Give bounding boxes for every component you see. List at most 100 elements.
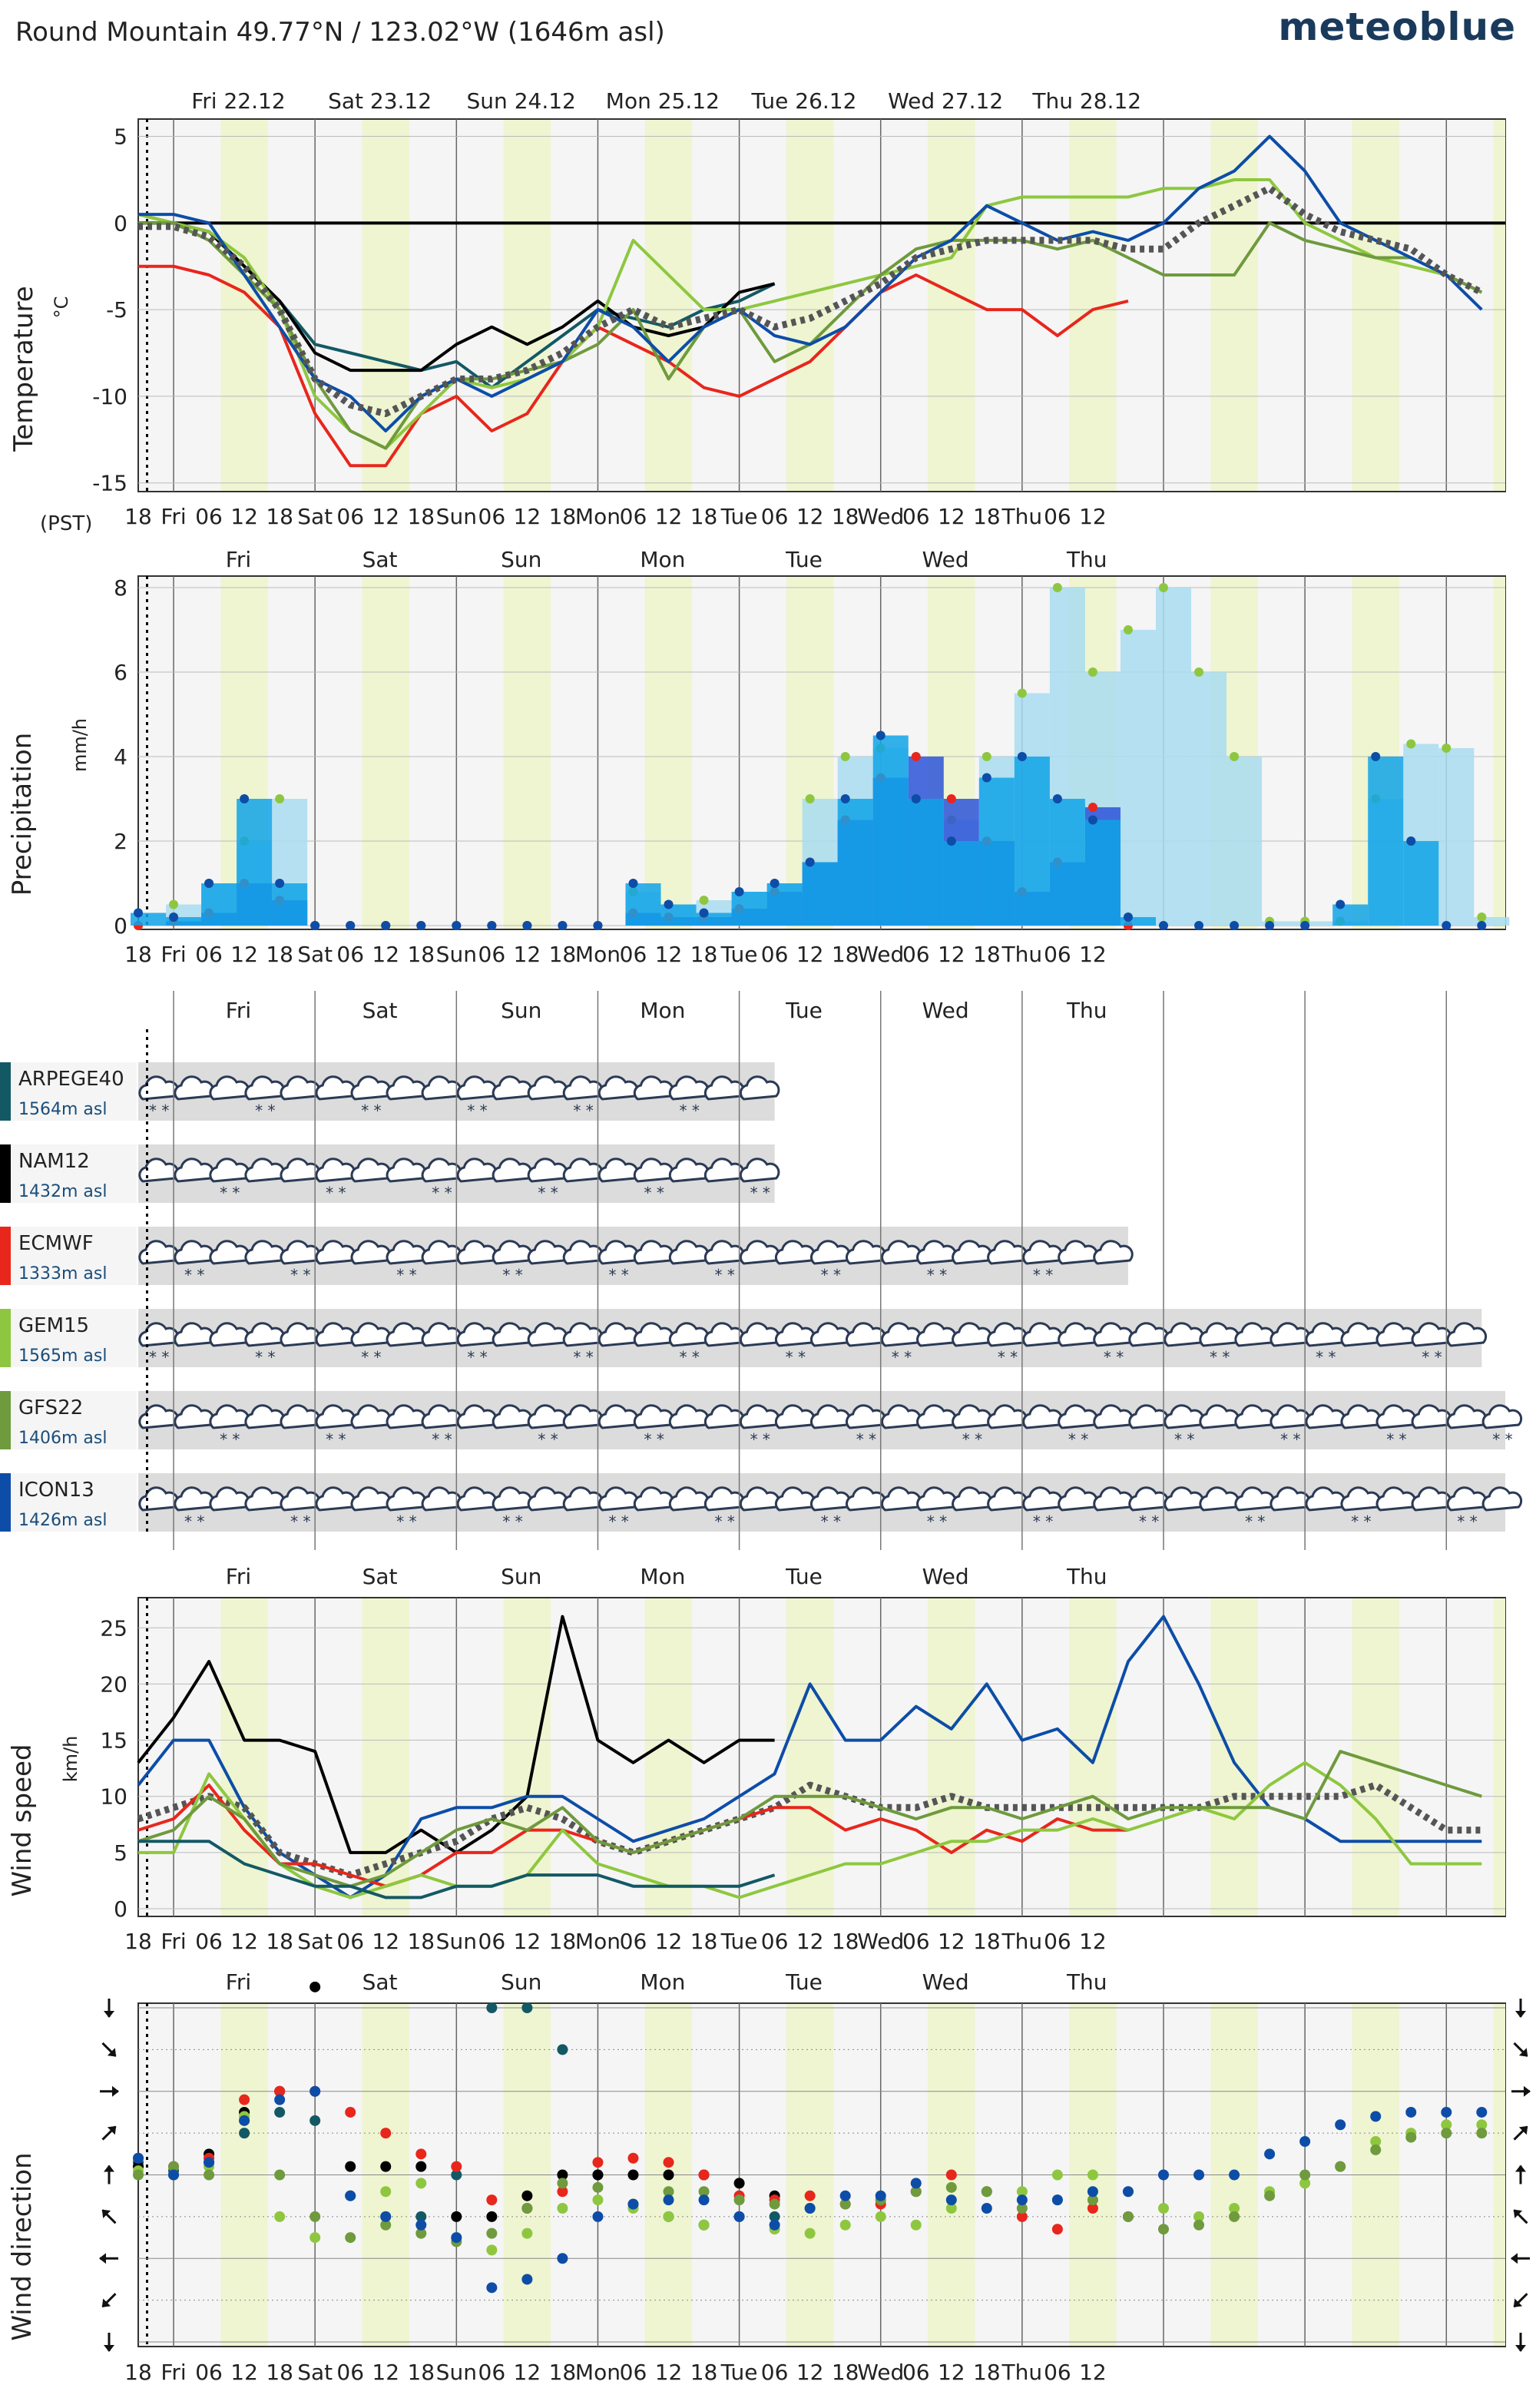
precipitation-tick-label: 12 [372, 942, 399, 967]
wind-direction-day-label: Sat [362, 1969, 398, 1995]
wind-direction-point-GFS22 [769, 2198, 780, 2210]
model-tag-bg [0, 1473, 137, 1532]
wind-direction-point-ICON13 [557, 2253, 568, 2264]
precipitation-day-label: Sat [362, 547, 398, 572]
wind-direction-point-ICON13 [310, 2085, 321, 2097]
snow-icon: * * [184, 1512, 204, 1531]
wind-direction-point-ECMWF [239, 2094, 250, 2105]
wind-direction-point-ECMWF [592, 2157, 604, 2168]
wind-speed-y-tick: 25 [100, 1615, 127, 1641]
wind-speed-daylight-band [362, 1598, 409, 1916]
weather-icon-ICON13: * * [1446, 1486, 1488, 1531]
pictogram-day-label: Sun [501, 998, 541, 1023]
wind-speed-line-GEM15 [138, 1760, 1482, 1900]
wind-direction-point-GFS22 [1122, 2211, 1134, 2222]
wind-direction-day-label: Thu [1066, 1969, 1107, 1995]
wind-direction-point-ARPEGE40 [310, 2115, 321, 2126]
precipitation-tick-label: 18 [832, 942, 859, 967]
wind-arrow-icon [1511, 2085, 1531, 2097]
wind-arrow-icon [104, 1999, 114, 2018]
weather-icon-ARPEGE40 [739, 1075, 780, 1101]
wind-direction-point-GFS22 [1193, 2219, 1205, 2231]
temperature-daylight-band [1210, 120, 1258, 491]
precipitation-point-ECMWF [1087, 803, 1097, 812]
wind-arrow-head [107, 2125, 117, 2135]
wind-arrow-icon [100, 2085, 119, 2097]
snow-icon: * * [361, 1101, 381, 1120]
weather-icon-GFS22: * * [1481, 1404, 1523, 1449]
wind-direction-point-ICON13 [1229, 2169, 1240, 2181]
precipitation-bar-ICON13 [731, 892, 767, 926]
precipitation-bar-GEM15 [1262, 921, 1298, 926]
precipitation-point-ICON13 [1159, 921, 1168, 930]
snow-icon: * * [927, 1266, 947, 1284]
temperature-daylight-band [1352, 120, 1399, 491]
wind-direction-point-GEM15 [875, 2211, 886, 2222]
precipitation-point-ICON13 [204, 879, 214, 888]
wind-direction-point-GFS22 [486, 2227, 498, 2239]
wind-direction-point-ARPEGE40 [239, 2128, 250, 2139]
wind-direction-point-ICON13 [1087, 2186, 1098, 2198]
precipitation-point-ICON13 [416, 921, 426, 930]
precipitation-daylight-band [503, 577, 551, 929]
precipitation-bar-ICON13 [625, 883, 661, 926]
wind-direction-tick-label: 18 [124, 2360, 152, 2385]
wind-direction-point-NAM12 [627, 2169, 639, 2181]
snow-icon: * * [396, 1266, 416, 1284]
precipitation-bar-ICON13 [1120, 917, 1156, 926]
wind-direction-point-ECMWF [1087, 2203, 1098, 2214]
wind-arrow-head [104, 2011, 114, 2018]
wind-arrow-head [1515, 2165, 1526, 2172]
precipitation-y-tick: 0 [114, 913, 127, 939]
wind-speed-tick-label: Wed [857, 1929, 904, 1954]
wind-speed-tick-label: Tue [720, 1929, 758, 1954]
wind-arrow-head [99, 2253, 106, 2264]
wind-direction-point-GFS22 [592, 2181, 604, 2193]
wind-direction-point-ICON13 [168, 2169, 180, 2181]
temperature-tick-label: 18 [690, 504, 718, 529]
precipitation-point-GEM15 [805, 794, 815, 803]
wind-direction-day-label: Mon [640, 1969, 685, 1995]
precipitation-point-ICON13 [1371, 752, 1381, 761]
temperature-tick-label: 06 [195, 504, 223, 529]
wind-arrow-head [104, 2345, 114, 2352]
precipitation-bar-ICON13 [237, 799, 273, 926]
snow-icon: * * [573, 1101, 593, 1120]
wind-speed-y-tick: 10 [100, 1784, 127, 1810]
precipitation-point-GEM15 [169, 899, 179, 909]
wind-direction-point-ARPEGE40 [486, 2002, 498, 2013]
model-altitude-GFS22: 1406m asl [18, 1429, 107, 1448]
wind-direction-tick-label: 18 [266, 2360, 293, 2385]
precipitation-bar-ICON13 [908, 799, 944, 926]
temperature-y-tick: 0 [114, 210, 127, 236]
wind-direction-point-GFS22 [1016, 2203, 1028, 2214]
wind-direction-point-ICON13 [1335, 2119, 1346, 2131]
precipitation-tick-label: Sun [436, 942, 477, 967]
precipitation-tick-label: 18 [266, 942, 293, 967]
precipitation-tick-label: 18 [973, 942, 1001, 967]
temperature-day-label: Mon 25.12 [606, 88, 720, 114]
temperature-tick-label: 12 [655, 504, 683, 529]
wind-arrow-head [104, 2165, 114, 2172]
wind-speed-tick-label: 12 [655, 1929, 683, 1954]
precipitation-day-label: Wed [922, 547, 969, 572]
wind-speed-tick-label: 18 [124, 1929, 152, 1954]
precipitation-point-GEM15 [1123, 625, 1133, 634]
temperature-line-NAM12 [138, 221, 776, 373]
weather-icon-ICON13: * * [809, 1486, 851, 1531]
snow-icon: * * [220, 1184, 240, 1202]
precipitation-tick-label: 06 [478, 942, 506, 967]
wind-direction-point-NAM12 [380, 2161, 392, 2172]
wind-arrow-icon [1513, 2293, 1528, 2308]
snow-icon: * * [750, 1184, 770, 1202]
precipitation-bar-ICON13 [1049, 799, 1085, 926]
wind-direction-point-ECMWF [345, 2106, 356, 2118]
model-name-ICON13: ICON13 [18, 1479, 94, 1502]
wind-direction-point-ICON13 [733, 2211, 745, 2222]
wind-speed-tick-label: Mon [575, 1929, 621, 1954]
wind-speed-tick-label: Thu [1001, 1929, 1043, 1954]
snow-icon: * * [608, 1266, 628, 1284]
temperature-daylight-band [1493, 120, 1505, 491]
snow-icon: * * [1210, 1348, 1230, 1366]
